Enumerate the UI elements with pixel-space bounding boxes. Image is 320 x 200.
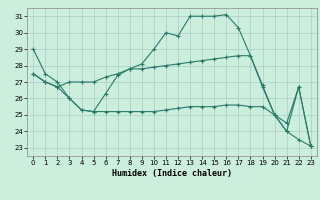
X-axis label: Humidex (Indice chaleur): Humidex (Indice chaleur) [112, 169, 232, 178]
